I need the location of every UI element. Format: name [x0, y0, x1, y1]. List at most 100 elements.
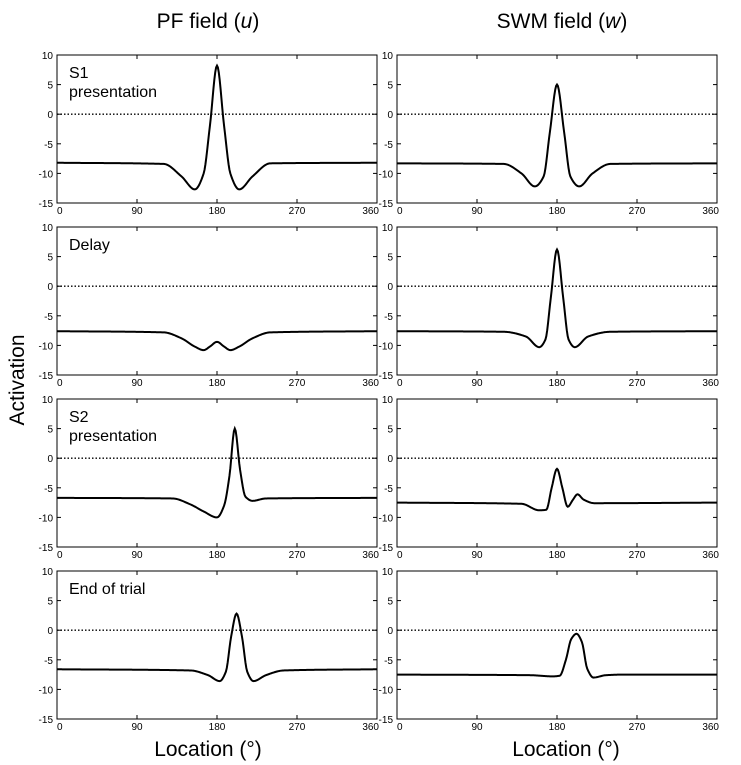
y-tick-label: -5 [44, 312, 53, 323]
y-tick-label: -15 [379, 371, 394, 382]
y-tick-label: -10 [379, 341, 394, 352]
y-tick-label: -10 [39, 169, 54, 180]
plot-frame [56, 54, 378, 204]
y-tick-label: 5 [47, 597, 53, 608]
y-tick-label: -10 [39, 685, 54, 696]
x-tick-label: 90 [131, 550, 143, 561]
x-tick-label: 360 [362, 378, 379, 389]
y-tick-label: -5 [384, 656, 393, 667]
activation-curve [396, 467, 717, 512]
activation-curve [56, 612, 378, 683]
panel-label: presentation [69, 84, 157, 101]
y-tick-label: 0 [387, 454, 393, 465]
x-axis-label-right: Location (°) [512, 738, 620, 761]
plot-frame [396, 398, 718, 548]
activation-curve [56, 63, 378, 191]
y-tick-label: 10 [42, 567, 54, 578]
x-tick-label: 180 [549, 206, 566, 217]
x-tick-label: 90 [471, 550, 483, 561]
activation-curve [397, 632, 717, 679]
x-tick-label: 90 [471, 722, 483, 733]
y-tick-label: -10 [379, 685, 394, 696]
y-tick-label: -15 [39, 543, 54, 554]
activation-curve [396, 247, 718, 349]
x-tick-label: 90 [471, 206, 483, 217]
x-tick-label: 360 [362, 550, 379, 561]
y-tick-label: -15 [39, 371, 54, 382]
x-tick-label: 270 [629, 378, 646, 389]
plot-frame [56, 570, 378, 720]
x-tick-label: 270 [629, 550, 646, 561]
y-tick-label: -10 [39, 513, 54, 524]
x-tick-label: 180 [209, 378, 226, 389]
y-tick-label: -5 [44, 656, 53, 667]
column-title-swm: SWM field (w) [497, 10, 628, 33]
x-tick-label: 180 [549, 722, 566, 733]
x-tick-label: 0 [397, 550, 403, 561]
y-tick-label: 5 [47, 253, 53, 264]
activation-curve [397, 82, 717, 188]
y-tick-label: 10 [382, 51, 394, 62]
x-tick-label: 180 [209, 206, 226, 217]
y-tick-label: -15 [379, 199, 394, 210]
x-tick-label: 270 [289, 722, 306, 733]
y-tick-label: -5 [384, 312, 393, 323]
y-tick-label: 0 [47, 110, 53, 121]
y-axis-label: Activation [6, 334, 29, 425]
x-tick-label: 270 [629, 722, 646, 733]
plot-frame [56, 226, 378, 376]
y-tick-label: -15 [379, 715, 394, 726]
x-tick-label: 360 [362, 206, 379, 217]
y-tick-label: -5 [384, 484, 393, 495]
x-tick-label: 90 [131, 378, 143, 389]
y-tick-label: 5 [47, 425, 53, 436]
y-tick-label: 0 [47, 626, 53, 637]
x-tick-label: 360 [702, 722, 719, 733]
y-tick-label: 10 [382, 223, 394, 234]
x-tick-label: 180 [549, 550, 566, 561]
y-tick-label: 0 [47, 282, 53, 293]
y-tick-label: 0 [387, 282, 393, 293]
y-tick-label: -10 [379, 169, 394, 180]
y-tick-label: 10 [42, 223, 54, 234]
y-tick-label: 0 [387, 110, 393, 121]
plot-frame [396, 570, 718, 720]
y-tick-label: -10 [39, 341, 54, 352]
x-tick-label: 90 [471, 378, 483, 389]
y-tick-label: 5 [387, 425, 393, 436]
y-tick-label: -15 [39, 199, 54, 210]
x-tick-label: 270 [629, 206, 646, 217]
plot-frame [396, 54, 718, 204]
x-tick-label: 180 [209, 722, 226, 733]
y-tick-label: -15 [379, 543, 394, 554]
x-tick-label: 0 [397, 206, 403, 217]
x-tick-label: 90 [131, 722, 143, 733]
panel-label: presentation [69, 428, 157, 445]
y-tick-label: -5 [44, 140, 53, 151]
x-tick-label: 0 [397, 722, 403, 733]
x-tick-label: 270 [289, 550, 306, 561]
y-tick-label: 0 [47, 454, 53, 465]
x-axis-label-left: Location (°) [154, 738, 262, 761]
x-tick-label: 180 [549, 378, 566, 389]
x-tick-label: 0 [57, 378, 63, 389]
y-tick-label: -5 [44, 484, 53, 495]
y-tick-label: 0 [387, 626, 393, 637]
y-tick-label: 5 [47, 81, 53, 92]
x-tick-label: 0 [397, 378, 403, 389]
y-tick-label: 10 [42, 395, 54, 406]
x-tick-label: 180 [209, 550, 226, 561]
x-tick-label: 90 [131, 206, 143, 217]
y-tick-label: 5 [387, 81, 393, 92]
panel-label: Delay [69, 237, 110, 254]
y-tick-label: 10 [382, 567, 394, 578]
